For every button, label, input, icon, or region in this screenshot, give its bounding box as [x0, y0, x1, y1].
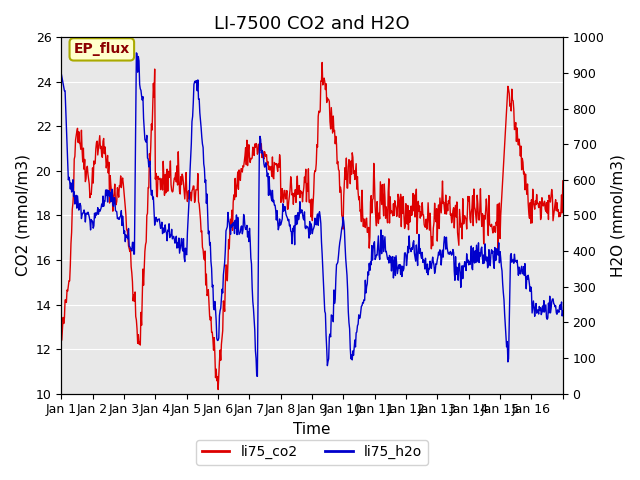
Title: LI-7500 CO2 and H2O: LI-7500 CO2 and H2O	[214, 15, 410, 33]
Y-axis label: CO2 (mmol/m3): CO2 (mmol/m3)	[15, 155, 30, 276]
Y-axis label: H2O (mmol/m3): H2O (mmol/m3)	[610, 154, 625, 277]
X-axis label: Time: Time	[293, 422, 331, 437]
Legend: li75_co2, li75_h2o: li75_co2, li75_h2o	[196, 440, 428, 465]
Text: EP_flux: EP_flux	[74, 42, 130, 56]
